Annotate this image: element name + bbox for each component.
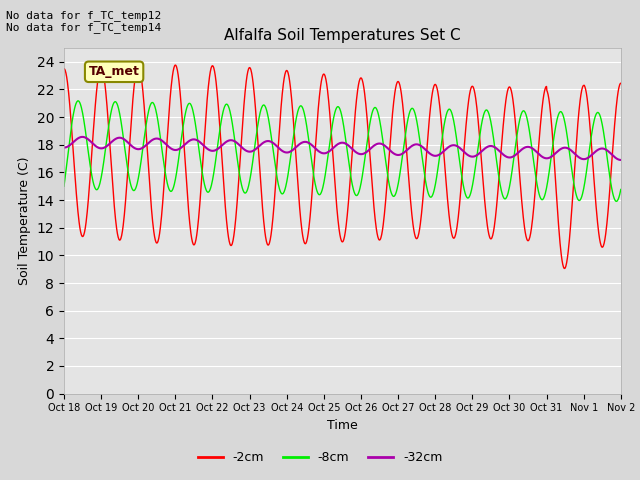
Y-axis label: Soil Temperature (C): Soil Temperature (C) xyxy=(18,156,31,285)
-8cm xyxy=(617,187,625,192)
-2cm xyxy=(170,64,178,70)
-2cm xyxy=(551,170,559,176)
-32cm xyxy=(617,157,625,163)
-8cm xyxy=(612,198,620,204)
-8cm xyxy=(74,98,82,104)
Title: Alfalfa Soil Temperatures Set C: Alfalfa Soil Temperatures Set C xyxy=(224,28,461,43)
-32cm xyxy=(171,147,179,153)
Line: -32cm: -32cm xyxy=(64,137,621,160)
-2cm xyxy=(172,62,179,68)
-8cm xyxy=(60,183,68,189)
-32cm xyxy=(60,144,68,150)
-32cm xyxy=(246,149,254,155)
-8cm xyxy=(171,180,179,186)
-8cm xyxy=(429,191,437,197)
-2cm xyxy=(617,80,625,86)
-8cm xyxy=(184,101,192,107)
-32cm xyxy=(502,154,509,159)
Line: -8cm: -8cm xyxy=(64,101,621,201)
Legend: -2cm, -8cm, -32cm: -2cm, -8cm, -32cm xyxy=(193,446,447,469)
-2cm xyxy=(561,265,568,271)
X-axis label: Time: Time xyxy=(327,419,358,432)
Text: No data for f_TC_temp12
No data for f_TC_temp14: No data for f_TC_temp12 No data for f_TC… xyxy=(6,10,162,33)
Text: TA_met: TA_met xyxy=(89,65,140,78)
-32cm xyxy=(184,139,192,144)
-8cm xyxy=(246,173,254,179)
-2cm xyxy=(60,66,68,72)
-8cm xyxy=(551,127,559,133)
-2cm xyxy=(429,86,437,92)
-32cm xyxy=(79,134,86,140)
-2cm xyxy=(184,203,192,209)
-2cm xyxy=(502,97,509,103)
-32cm xyxy=(551,151,559,156)
Line: -2cm: -2cm xyxy=(64,65,621,268)
-32cm xyxy=(429,153,437,158)
-2cm xyxy=(246,66,254,72)
-8cm xyxy=(502,195,509,201)
